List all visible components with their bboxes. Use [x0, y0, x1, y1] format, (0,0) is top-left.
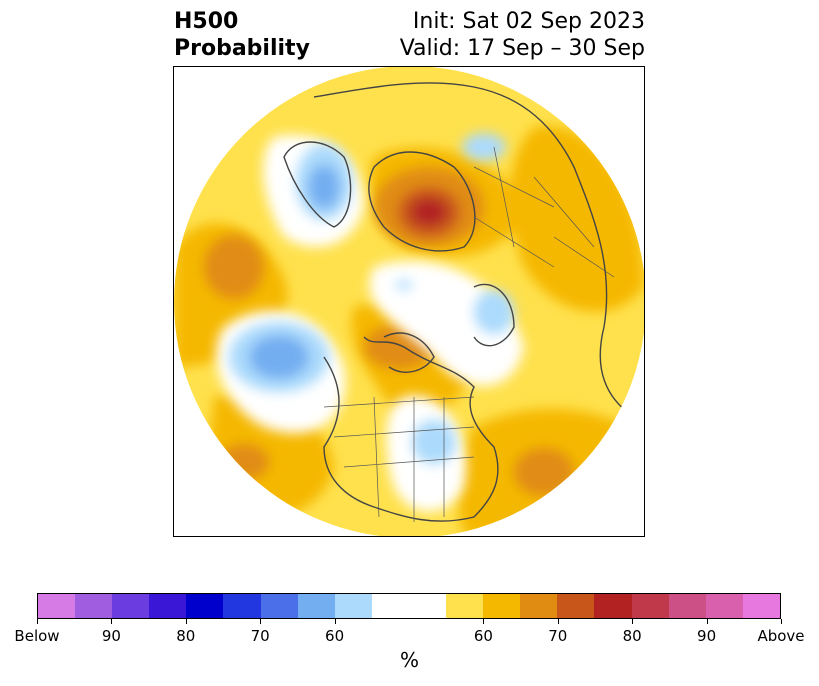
colorbar-swatch [38, 594, 76, 618]
colorbar-swatch [223, 594, 261, 618]
colorbar-tick [706, 619, 708, 624]
colorbar-swatch [742, 594, 780, 618]
colorbar-swatch [446, 594, 484, 618]
colorbar-tick-label: 90 [697, 627, 717, 645]
npac-dark-orange [219, 444, 269, 480]
colorbar-tick-label: 60 [325, 627, 345, 645]
colorbar-swatch [631, 594, 669, 618]
us-blue-light [412, 420, 456, 464]
colorbar-tick-label: 80 [622, 627, 642, 645]
colorbar-unit: % [399, 648, 419, 672]
asia-blue-light [462, 133, 506, 161]
colorbar-swatch [668, 594, 706, 618]
europe-red-core [411, 198, 447, 226]
valid-period: Valid: 17 Sep – 30 Sep [399, 36, 645, 61]
colorbar-swatch [297, 594, 335, 618]
colorbar-swatch [149, 594, 187, 618]
arctic-neutral [369, 260, 524, 386]
political-borders [323, 146, 615, 522]
colorbar-swatch [594, 594, 632, 618]
siberia-blue-light [474, 290, 514, 334]
pacific-blue [249, 335, 309, 379]
map-panel [173, 66, 645, 537]
arctic-blue-light [396, 280, 412, 290]
colorbar-tick [260, 619, 262, 624]
title-block-left: H500 Probability [174, 8, 310, 62]
colorbar-tick [37, 619, 38, 624]
colorbar-swatch [186, 594, 224, 618]
coastlines [283, 82, 635, 522]
colorbar-tick-label: 70 [548, 627, 568, 645]
colorbar-swatch [112, 594, 150, 618]
colorbar-swatch [483, 594, 521, 618]
colorbar-swatch [557, 594, 595, 618]
colorbar-tick [781, 619, 782, 624]
colorbar-tick [483, 619, 485, 624]
colorbar-tick [185, 619, 187, 624]
probability-map [174, 67, 644, 536]
title-variable: H500 [174, 9, 239, 34]
colorbar-swatch [520, 594, 558, 618]
title-kind: Probability [174, 36, 310, 61]
init-date: Init: Sat 02 Sep 2023 [412, 9, 645, 34]
title-block-right: Init: Sat 02 Sep 2023 Valid: 17 Sep – 30… [400, 8, 645, 62]
pacific-dark-orange [204, 235, 264, 299]
colorbar [37, 593, 781, 619]
colorbar-tick-label: Above [757, 627, 805, 645]
colorbar-swatch [334, 594, 372, 618]
colorbar-swatch [705, 594, 743, 618]
colorbar-tick [557, 619, 559, 624]
colorbar-tick [111, 619, 113, 624]
colorbar-tick-label: 60 [473, 627, 493, 645]
colorbar-swatch [75, 594, 113, 618]
colorbar-tick [632, 619, 634, 624]
colorbar-tick [334, 619, 336, 624]
colorbar-swatch [260, 594, 298, 618]
colorbar-ticks: Below 90 80 70 60 60 70 80 90 Above [14, 619, 805, 645]
greenland-blue [308, 165, 340, 209]
colorbar-tick-label: 90 [101, 627, 121, 645]
colorbar-swatch [371, 594, 447, 618]
colorbar-tick-label: Below [14, 627, 60, 645]
atlantic-dark-orange [514, 448, 574, 496]
colorbar-tick-label: 70 [250, 627, 270, 645]
colorbar-tick-label: 80 [176, 627, 196, 645]
hemisphere-disc [174, 67, 644, 536]
